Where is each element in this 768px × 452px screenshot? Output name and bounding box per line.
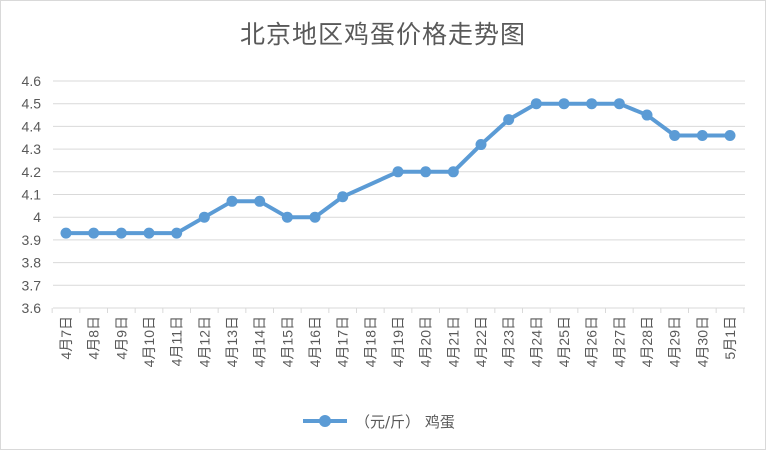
x-tick-label: 4月21日 xyxy=(445,316,461,367)
x-tick-label: 4月15日 xyxy=(279,316,295,367)
data-point xyxy=(88,227,100,239)
data-point xyxy=(171,227,183,239)
data-point xyxy=(115,227,127,239)
data-point xyxy=(254,195,266,207)
x-tick-label: 4月28日 xyxy=(639,316,655,367)
x-tick-label: 4月11日 xyxy=(169,316,185,366)
y-tick-label: 4.1 xyxy=(22,187,42,203)
x-tick-label: 4月30日 xyxy=(694,316,710,367)
y-tick-label: 4.6 xyxy=(22,73,42,89)
legend-label: （元/斤） 鸡蛋 xyxy=(355,413,455,431)
data-point xyxy=(696,129,708,141)
data-point xyxy=(558,98,570,110)
data-point xyxy=(669,129,681,141)
x-tick-label: 4月26日 xyxy=(584,316,600,367)
y-tick-label: 3.7 xyxy=(22,277,42,293)
y-tick-label: 4.5 xyxy=(22,96,42,112)
data-point xyxy=(475,139,487,151)
data-point xyxy=(226,195,238,207)
x-tick-label: 4月23日 xyxy=(501,316,517,367)
x-tick-label: 4月9日 xyxy=(113,316,129,360)
x-tick-label: 4月25日 xyxy=(556,316,572,367)
x-tick-label: 4月18日 xyxy=(362,316,378,367)
x-tick-label: 4月22日 xyxy=(473,316,489,367)
chart-title: 北京地区鸡蛋价格走势图 xyxy=(239,20,526,49)
x-tick-label: 4月8日 xyxy=(86,316,102,360)
y-tick-label: 3.6 xyxy=(22,300,42,316)
x-tick-label: 4月14日 xyxy=(252,316,268,367)
y-tick-label: 4.3 xyxy=(22,141,42,157)
x-tick-label: 4月20日 xyxy=(418,316,434,367)
data-point xyxy=(143,227,155,239)
data-point xyxy=(530,98,542,110)
y-tick-label: 4.2 xyxy=(22,164,42,180)
data-point xyxy=(503,114,515,126)
data-point xyxy=(641,109,653,121)
series-line-group xyxy=(60,98,736,239)
data-point xyxy=(392,166,404,178)
x-tick-label: 4月29日 xyxy=(667,316,683,367)
x-tick-label: 5月1日 xyxy=(722,316,738,360)
legend-marker xyxy=(319,415,331,427)
data-point xyxy=(586,98,598,110)
data-point xyxy=(447,166,459,178)
x-tick-label: 4月10日 xyxy=(141,316,157,367)
x-tick-label: 4月13日 xyxy=(224,316,240,367)
x-axis: 4月7日 4月8日 4月9日 4月10日 4月11日 4月12日 4月13日 4月14日 4月1… xyxy=(51,308,745,367)
x-tick-label: 4月16日 xyxy=(307,316,323,367)
y-tick-label: 3.9 xyxy=(22,232,42,248)
data-point xyxy=(337,191,349,203)
x-tick-label: 4月17日 xyxy=(335,316,351,367)
data-point xyxy=(420,166,432,178)
y-tick-labels: 3.6 3.7 3.8 3.9 4 4.1 4.2 4.3 4.4 4.5 4.6 xyxy=(22,73,42,316)
x-tick-label: 4月27日 xyxy=(611,316,627,367)
data-point xyxy=(198,211,210,223)
x-tick-label: 4月24日 xyxy=(528,316,544,367)
x-tick-label: 4月19日 xyxy=(390,316,406,367)
y-tick-label: 4.4 xyxy=(22,118,42,134)
data-point xyxy=(613,98,625,110)
data-point xyxy=(724,129,736,141)
x-tick-label: 4月7日 xyxy=(58,316,74,360)
data-point xyxy=(309,211,321,223)
data-point xyxy=(281,211,293,223)
data-point xyxy=(60,227,72,239)
legend: （元/斤） 鸡蛋 xyxy=(303,413,455,431)
y-tick-label: 3.8 xyxy=(22,255,42,271)
y-tick-label: 4 xyxy=(33,209,41,225)
gridlines xyxy=(53,80,745,309)
x-tick-label: 4月12日 xyxy=(196,316,212,367)
